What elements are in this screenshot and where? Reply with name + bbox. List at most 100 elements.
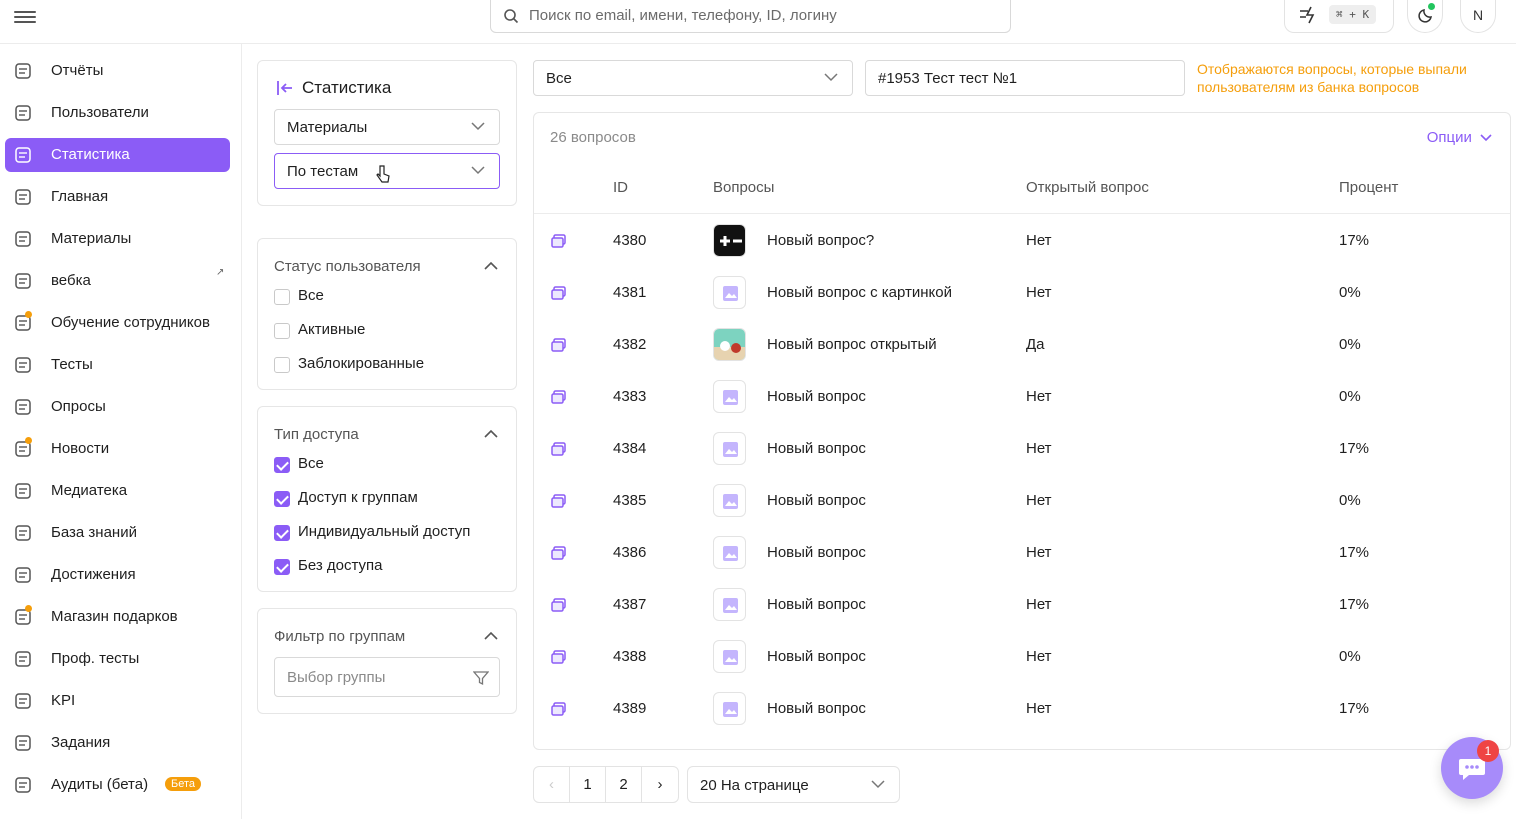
- sidebar-item[interactable]: Аудиты (бета) Бета: [5, 768, 230, 802]
- sidebar-item[interactable]: Достижения: [5, 558, 230, 592]
- menu-icon[interactable]: [14, 8, 36, 26]
- percent-value: 17%: [1339, 544, 1370, 561]
- question-thumbnail: [713, 380, 746, 413]
- sidebar-item[interactable]: Проф. тесты: [5, 642, 230, 676]
- question-text[interactable]: Новый вопрос: [767, 596, 866, 613]
- column-header-open[interactable]: Открытый вопрос: [1026, 179, 1149, 196]
- open-question-value: Нет: [1026, 544, 1052, 561]
- percent-value: 0%: [1339, 284, 1361, 301]
- table-row[interactable]: 4383 Новый вопрос Нет 0%: [534, 371, 1510, 423]
- copy-icon[interactable]: [551, 546, 566, 560]
- checkbox[interactable]: [274, 559, 290, 575]
- copy-icon[interactable]: [551, 650, 566, 664]
- tasks-icon: [15, 735, 31, 751]
- column-header-percent[interactable]: Процент: [1339, 179, 1399, 196]
- sidebar-item-label: Главная: [51, 188, 109, 205]
- copy-icon[interactable]: [551, 390, 566, 404]
- question-id: 4382: [613, 336, 647, 353]
- avatar[interactable]: N: [1460, 0, 1496, 33]
- checkbox[interactable]: [274, 491, 290, 507]
- tests-icon: [15, 357, 31, 373]
- sidebar-item[interactable]: KPI: [5, 684, 230, 718]
- sidebar-item[interactable]: вебка ↗: [5, 264, 230, 298]
- table-row[interactable]: 4380 Новый вопрос? Нет 17%: [534, 215, 1510, 267]
- percent-value: 17%: [1339, 596, 1370, 613]
- question-text[interactable]: Новый вопрос: [767, 492, 866, 509]
- test-select[interactable]: #1953 Тест тест №1: [865, 60, 1185, 96]
- knowledge-icon: [15, 525, 31, 541]
- per-page-select[interactable]: 20 На странице: [687, 766, 900, 803]
- sidebar-item[interactable]: Статистика: [5, 138, 230, 172]
- global-search-input[interactable]: Поиск по email, имени, телефону, ID, лог…: [490, 0, 1011, 33]
- table-row[interactable]: 4385 Новый вопрос Нет 0%: [534, 475, 1510, 527]
- copy-icon[interactable]: [551, 702, 566, 716]
- per-page-value: 20 На странице: [700, 777, 809, 794]
- prof-test-icon: [15, 651, 31, 667]
- page-1-button[interactable]: 1: [570, 767, 606, 802]
- sidebar-item[interactable]: Медиатека: [5, 474, 230, 508]
- sidebar-item[interactable]: Задания: [5, 726, 230, 760]
- sidebar-item[interactable]: Пользователи: [5, 96, 230, 130]
- checkbox[interactable]: [274, 289, 290, 305]
- question-text[interactable]: Новый вопрос: [767, 440, 866, 457]
- checkbox[interactable]: [274, 525, 290, 541]
- table-row[interactable]: 4381 Новый вопрос с картинкой Нет 0%: [534, 267, 1510, 319]
- sidebar-item[interactable]: Главная: [5, 180, 230, 214]
- chevron-up-icon[interactable]: [484, 631, 498, 641]
- table-row[interactable]: 4382 Новый вопрос открытый Да 0%: [534, 319, 1510, 371]
- sidebar-item[interactable]: Отчёты: [5, 54, 230, 88]
- table-row[interactable]: 4386 Новый вопрос Нет 17%: [534, 527, 1510, 579]
- copy-icon[interactable]: [551, 494, 566, 508]
- theme-toggle-button[interactable]: [1407, 0, 1443, 33]
- sidebar-item[interactable]: Тесты: [5, 348, 230, 382]
- table-row[interactable]: 4388 Новый вопрос Нет 0%: [534, 631, 1510, 683]
- sidebar-item[interactable]: Обучение сотрудников: [5, 306, 230, 340]
- news-icon: [15, 441, 31, 457]
- checkbox[interactable]: [274, 357, 290, 373]
- checkbox[interactable]: [274, 457, 290, 473]
- table-row[interactable]: 4387 Новый вопрос Нет 17%: [534, 579, 1510, 631]
- question-id: 4383: [613, 388, 647, 405]
- sidebar-item[interactable]: Магазин подарков: [5, 600, 230, 634]
- table-row[interactable]: 4384 Новый вопрос Нет 17%: [534, 423, 1510, 475]
- next-page-button[interactable]: ›: [657, 776, 663, 793]
- question-text[interactable]: Новый вопрос с картинкой: [767, 284, 952, 301]
- copy-icon[interactable]: [551, 338, 566, 352]
- access-type-card: Тип доступа Все Доступ к группам Индивидуа…: [257, 406, 517, 592]
- material-type-select[interactable]: Материалы: [274, 109, 500, 145]
- question-id: 4386: [613, 544, 647, 561]
- percent-value: 17%: [1339, 700, 1370, 717]
- copy-icon[interactable]: [551, 234, 566, 248]
- checkbox[interactable]: [274, 323, 290, 339]
- user-status-title: Статус пользователя: [274, 258, 421, 275]
- question-text[interactable]: Новый вопрос?: [767, 232, 875, 249]
- chevron-up-icon[interactable]: [484, 261, 498, 271]
- question-thumbnail: [713, 640, 746, 673]
- back-arrow-icon[interactable]: [274, 79, 294, 97]
- column-header-questions[interactable]: Вопросы: [713, 179, 775, 196]
- answer-filter-select[interactable]: Все: [533, 60, 853, 96]
- copy-icon[interactable]: [551, 442, 566, 456]
- question-text[interactable]: Новый вопрос: [767, 700, 866, 717]
- table-row[interactable]: 4389 Новый вопрос Нет 17%: [534, 683, 1510, 735]
- sidebar-item[interactable]: Новости: [5, 432, 230, 466]
- column-header-id[interactable]: ID: [613, 179, 628, 196]
- question-text[interactable]: Новый вопрос: [767, 388, 866, 405]
- quick-actions-button[interactable]: ⌘ + K: [1284, 0, 1394, 33]
- sidebar-item[interactable]: База знаний: [5, 516, 230, 550]
- copy-icon[interactable]: [551, 286, 566, 300]
- support-chat-button[interactable]: 1: [1441, 737, 1503, 799]
- group-select-input[interactable]: Выбор группы: [274, 657, 500, 697]
- question-text[interactable]: Новый вопрос: [767, 648, 866, 665]
- options-button[interactable]: Опции: [1427, 129, 1492, 146]
- question-text[interactable]: Новый вопрос открытый: [767, 336, 937, 353]
- page-2-button[interactable]: 2: [606, 767, 642, 802]
- question-text[interactable]: Новый вопрос: [767, 544, 866, 561]
- copy-icon[interactable]: [551, 598, 566, 612]
- chevron-up-icon[interactable]: [484, 429, 498, 439]
- group-by-select[interactable]: По тестам: [274, 153, 500, 189]
- prev-page-button[interactable]: ‹: [534, 767, 570, 802]
- sidebar-item[interactable]: Опросы: [5, 390, 230, 424]
- sidebar-item[interactable]: Материалы: [5, 222, 230, 256]
- question-thumbnail: [713, 536, 746, 569]
